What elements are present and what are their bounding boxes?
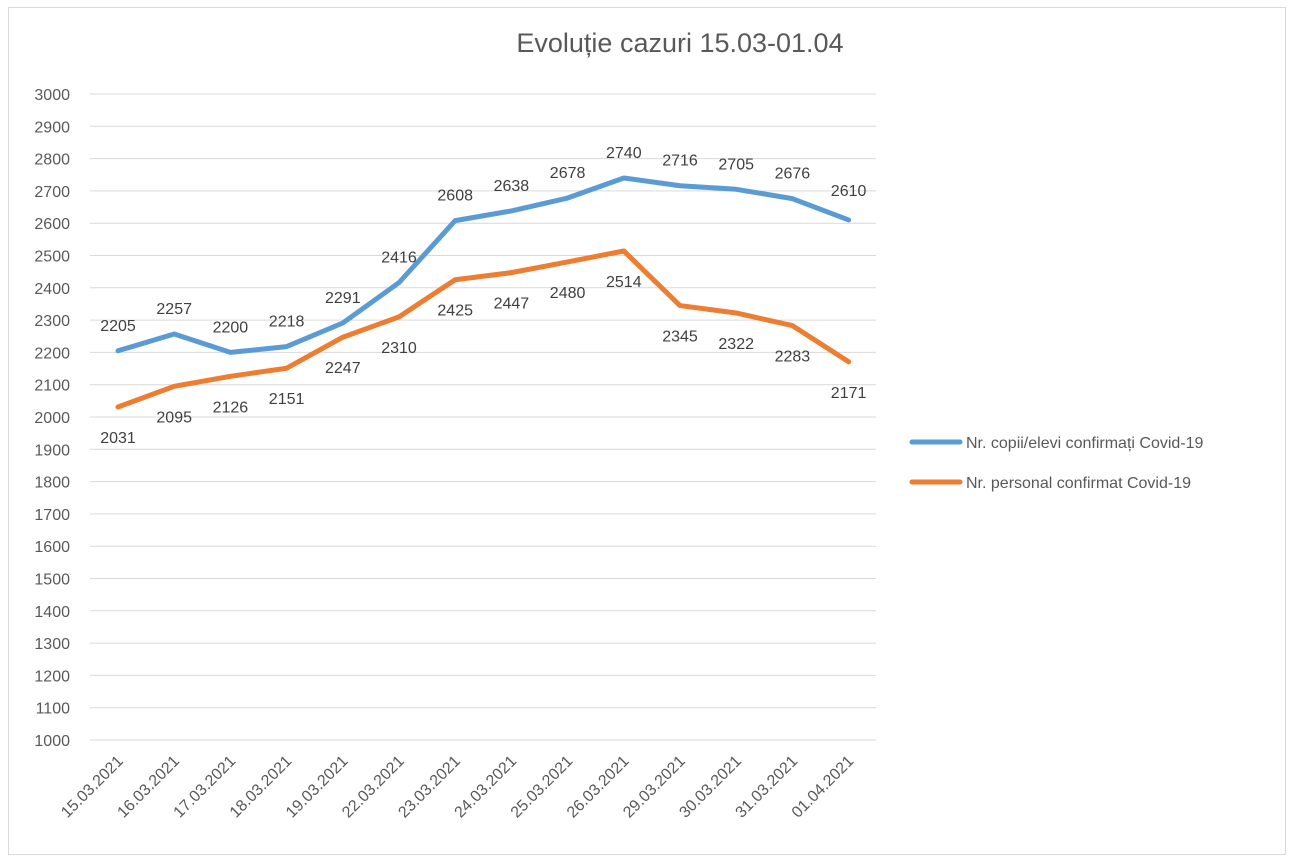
y-tick-label: 1400 [34, 604, 70, 621]
data-point [848, 219, 850, 221]
y-tick-label: 1100 [36, 701, 71, 718]
y-tick-label: 1000 [34, 733, 70, 750]
data-point [229, 351, 231, 353]
data-point [623, 250, 625, 252]
data-point [286, 367, 288, 369]
y-tick-label: 1300 [34, 636, 70, 653]
data-label: 2676 [775, 166, 811, 183]
series-line-1 [115, 175, 852, 355]
y-tick-label: 1800 [34, 475, 70, 492]
data-label: 2200 [213, 319, 249, 336]
data-point [117, 406, 119, 408]
y-tick-label: 1500 [34, 572, 70, 589]
y-tick-label: 2200 [34, 345, 70, 362]
data-label: 2610 [831, 183, 867, 200]
data-label: 2514 [606, 274, 642, 291]
y-tick-label: 2400 [34, 281, 70, 298]
y-tick-label: 2000 [34, 410, 70, 427]
data-point [567, 261, 569, 263]
data-label: 2126 [213, 399, 249, 416]
grid-lines [90, 93, 876, 741]
legend-entry: Nr. copii/elevi confirmați Covid-19 [966, 435, 1204, 452]
x-axis: 15.03.202116.03.202117.03.202118.03.2021… [58, 753, 857, 822]
y-tick-label: 2900 [34, 119, 70, 136]
data-label: 2425 [437, 303, 473, 320]
data-point [510, 272, 512, 274]
data-point [454, 220, 456, 222]
data-label: 2031 [100, 430, 136, 447]
data-label: 2705 [718, 156, 754, 173]
data-point [735, 188, 737, 190]
y-tick-label: 2300 [34, 313, 70, 330]
data-label: 2283 [775, 349, 811, 366]
data-point [735, 312, 737, 314]
data-point [791, 325, 793, 327]
data-label: 2447 [494, 296, 530, 313]
y-tick-label: 1700 [34, 507, 70, 524]
data-point [286, 346, 288, 348]
data-point [173, 385, 175, 387]
data-label: 2310 [381, 340, 417, 357]
data-label: 2171 [831, 385, 867, 402]
y-tick-label: 1600 [34, 539, 70, 556]
legend: Nr. copii/elevi confirmați Covid-19 Nr. p… [909, 435, 1204, 492]
data-label: 2247 [325, 360, 361, 377]
data-point [623, 177, 625, 179]
data-label: 2716 [662, 153, 698, 170]
data-label: 2291 [325, 290, 361, 307]
data-label: 2608 [437, 188, 473, 205]
legend-entry: Nr. personal confirmat Covid-19 [966, 475, 1191, 492]
y-tick-label: 1200 [34, 668, 70, 685]
data-point [398, 282, 400, 284]
data-point [398, 316, 400, 318]
data-label: 2678 [550, 165, 586, 182]
data-point [510, 210, 512, 212]
data-labels: 2205 2257 2200 2218 2291 2416 2608 2638 2678 2740… [100, 145, 866, 447]
data-point [679, 305, 681, 307]
data-point [229, 375, 231, 377]
chart-title: Evoluție cazuri 15.03-01.04 [516, 28, 843, 58]
data-label: 2740 [606, 145, 642, 162]
data-label: 2257 [156, 301, 192, 318]
data-point [117, 350, 119, 352]
y-tick-label: 1900 [34, 442, 70, 459]
y-tick-label: 2700 [34, 184, 70, 201]
data-point [173, 333, 175, 335]
chart-frame [8, 7, 1286, 855]
data-label: 2638 [494, 178, 530, 195]
series-line-2 [115, 248, 852, 410]
y-tick-label: 3000 [34, 87, 70, 104]
data-label: 2322 [718, 336, 754, 353]
y-tick-label: 2100 [34, 378, 70, 395]
data-label: 2416 [381, 250, 417, 267]
data-label: 2205 [100, 318, 136, 335]
series-group [115, 175, 852, 410]
y-axis: 1000 1100 1200 1300 1400 1500 1600 1700 1800 1900… [34, 87, 70, 750]
data-label: 2345 [662, 329, 698, 346]
data-label: 2480 [550, 285, 586, 302]
data-label: 2095 [156, 409, 192, 426]
data-point [567, 197, 569, 199]
data-label: 2151 [269, 391, 305, 408]
data-point [848, 361, 850, 363]
y-tick-label: 2500 [34, 249, 70, 266]
data-point [454, 279, 456, 281]
data-point [679, 185, 681, 187]
data-point [342, 322, 344, 324]
data-point [791, 198, 793, 200]
data-label: 2218 [269, 314, 305, 331]
data-point [342, 336, 344, 338]
y-tick-label: 2600 [34, 216, 70, 233]
y-tick-label: 2800 [34, 152, 70, 169]
